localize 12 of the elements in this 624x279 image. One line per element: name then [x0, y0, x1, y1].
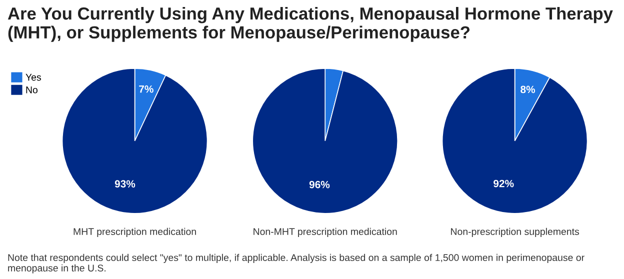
- data-label: 93%: [114, 180, 136, 188]
- legend-label: Yes: [26, 74, 41, 81]
- text: Non-prescription supplements: [451, 228, 580, 237]
- legend-label: No: [26, 86, 38, 94]
- data-label: 7%: [139, 85, 154, 93]
- text: MHT prescription medication: [74, 228, 196, 237]
- data-label: 96%: [309, 180, 330, 188]
- text: Are You Currently Using Any Medications, Menopausal Hormone Therapy (MHT), or Supplements for Menopause/Perimenopause?: [8, 6, 613, 42]
- data-label: 92%: [494, 180, 514, 188]
- text: Non-MHT prescription medication: [254, 228, 397, 237]
- text: Note that respondents could select "yes" to multiple, if applicable. Analysis is based on a sample of 1,500 women in perimenopause or menopause in the U.S.: [8, 254, 584, 274]
- data-label: 8%: [520, 86, 536, 94]
